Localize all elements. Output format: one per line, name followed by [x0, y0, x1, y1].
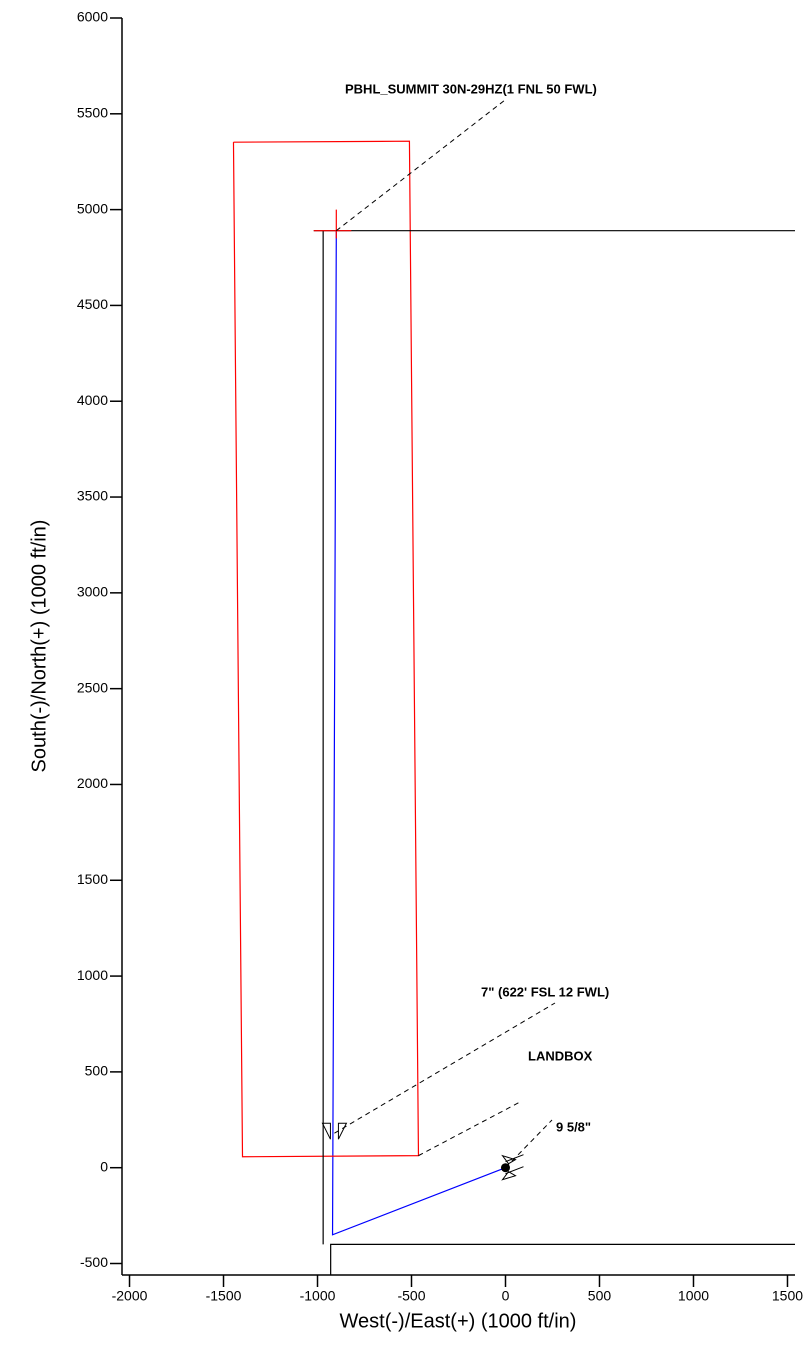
y-tick-label: 3500 — [77, 488, 108, 504]
casing-point — [500, 1163, 510, 1173]
line — [232, 140, 420, 1158]
y-tick-label: 1000 — [77, 967, 108, 983]
leader-line — [505, 1119, 553, 1169]
x-tick-label: -1000 — [300, 1288, 336, 1304]
x-tick-label: -1500 — [206, 1288, 242, 1304]
x-tick-label: 500 — [588, 1288, 612, 1304]
y-tick-label: -500 — [80, 1254, 108, 1270]
leader-line — [334, 1002, 556, 1134]
y-axis-title: South(-)/North(+) (1000 ft/in) — [28, 520, 50, 773]
annotation: 7" (622' FSL 12 FWL) — [481, 984, 609, 999]
x-tick-label: 0 — [502, 1288, 510, 1304]
y-tick-label: 1500 — [77, 871, 108, 887]
x-tick-label: 1000 — [678, 1288, 709, 1304]
casing-marker — [321, 1122, 348, 1140]
y-tick-label: 4500 — [77, 296, 108, 312]
x-axis-title: West(-)/East(+) (1000 ft/in) — [340, 1310, 577, 1332]
y-tick-label: 5000 — [77, 200, 108, 216]
casing-marker — [501, 1154, 524, 1181]
line — [331, 230, 506, 1236]
leader-line — [336, 99, 506, 232]
x-tick-label: -2000 — [112, 1288, 148, 1304]
y-tick-label: 0 — [100, 1158, 108, 1174]
annotation: PBHL_SUMMIT 30N-29HZ(1 FNL 50 FWL) — [345, 81, 597, 96]
annotation: 9 5/8" — [556, 1119, 591, 1134]
annotation: LANDBOX — [528, 1048, 593, 1063]
x-tick-label: 1500 — [772, 1288, 803, 1304]
y-tick-label: 4000 — [77, 392, 108, 408]
y-tick-label: 6000 — [77, 9, 108, 25]
y-tick-label: 2500 — [77, 679, 108, 695]
y-tick-label: 3000 — [77, 584, 108, 600]
y-tick-label: 5500 — [77, 105, 108, 121]
y-tick-label: 500 — [85, 1063, 109, 1079]
leader-line — [418, 1101, 521, 1157]
x-tick-label: -500 — [397, 1288, 425, 1304]
y-tick-label: 2000 — [77, 775, 108, 791]
line — [330, 1243, 795, 1275]
